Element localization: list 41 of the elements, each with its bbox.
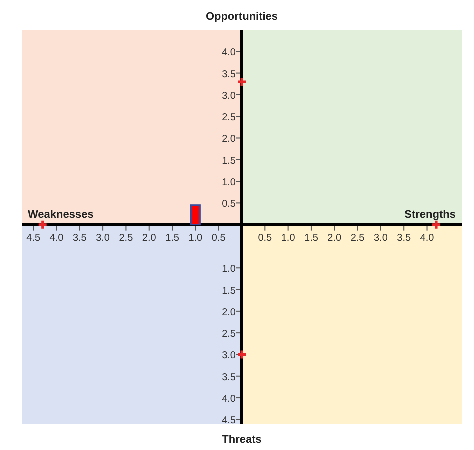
y-tick-label: 1.5 [222, 286, 236, 297]
y-tick-label: 2.0 [222, 307, 236, 318]
y-tick-label: 2.0 [222, 134, 236, 146]
annotation: Weaknesses [28, 208, 94, 221]
x-tick-label: 4.5 [26, 232, 41, 244]
x-tick-label: 1.5 [304, 232, 319, 244]
point [38, 220, 48, 230]
annotation: Strengths [404, 208, 456, 221]
y-tick-label: 2.5 [222, 112, 236, 124]
x-tick-label: 1.0 [188, 232, 204, 244]
x-tick-label: 3.5 [72, 232, 88, 244]
x-tick-label: 1.5 [166, 232, 180, 244]
point [236, 76, 248, 88]
x-tick-label: 3.5 [397, 232, 412, 244]
x-tick-label: 2.0 [328, 232, 342, 244]
x-tick-label: 2.5 [350, 232, 366, 244]
x-tick-label: 2.5 [119, 232, 134, 244]
text: Threats [222, 434, 262, 446]
y-tick-label: 1.0 [222, 178, 236, 189]
x-tick-label: 4.0 [50, 232, 64, 244]
x-tick-label: 1.0 [281, 232, 296, 244]
y-tick-label: 1.0 [222, 264, 236, 276]
x-tick-label: 0.5 [212, 232, 226, 244]
y-tick-label: 2.5 [222, 329, 236, 340]
x-tick-label: 2.0 [142, 232, 157, 244]
x-tick-label: 3.0 [96, 232, 110, 244]
y-tick-label: 1.5 [222, 156, 236, 167]
y-tick-label: 4.5 [222, 416, 236, 427]
point [431, 220, 442, 230]
y-tick-label: 3.0 [222, 90, 236, 102]
y-tick-label: 3.0 [222, 350, 236, 362]
point [236, 349, 248, 360]
text: Opportunities [206, 11, 278, 23]
x-tick-label: 3.0 [374, 232, 388, 244]
y-tick-label: 3.5 [222, 372, 236, 384]
y-tick-label: 4.0 [222, 394, 236, 406]
y-tick-label: 3.5 [222, 69, 236, 80]
y-tick-label: 0.5 [222, 199, 236, 210]
x-tick-label: 4.0 [420, 232, 435, 244]
y-tick-label: 4.0 [222, 48, 236, 59]
x-tick-label: 0.5 [258, 232, 273, 244]
